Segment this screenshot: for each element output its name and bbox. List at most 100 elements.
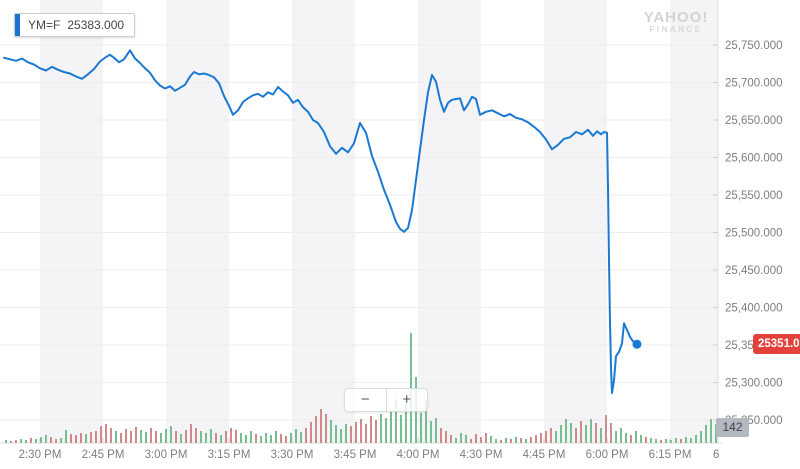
volume-bar [320, 409, 322, 443]
session-band [544, 0, 607, 443]
y-axis-label: 25,650.000 [725, 115, 783, 127]
volume-bar [330, 420, 332, 443]
volume-bar [285, 436, 287, 443]
volume-bar [340, 429, 342, 443]
volume-bar [65, 430, 67, 443]
volume-bar [500, 440, 502, 443]
volume-bar [370, 416, 372, 443]
volume-bar [255, 434, 257, 443]
y-axis-label: 25,700.000 [725, 78, 783, 90]
x-axis-label: 2:30 PM [19, 449, 62, 461]
volume-bar [395, 399, 397, 443]
symbol-label: YM=F [28, 18, 61, 32]
volume-bar [565, 419, 567, 443]
session-band [166, 0, 229, 443]
volume-bar [350, 426, 352, 443]
volume-bar [275, 431, 277, 443]
y-axis-label: 25,550.000 [725, 190, 783, 202]
volume-bar [325, 414, 327, 443]
last-price-badge: 25351.000 [753, 334, 800, 355]
volume-bar [95, 431, 97, 443]
volume-bar [290, 433, 292, 443]
y-axis-label: 25,400.000 [725, 303, 783, 315]
x-axis-label: 3:45 PM [334, 449, 377, 461]
volume-bar [240, 433, 242, 443]
volume-bar [390, 410, 392, 443]
volume-bar [695, 435, 697, 443]
x-axis-label: 6:15 PM [649, 449, 692, 461]
session-band [292, 0, 355, 443]
volume-bar [505, 438, 507, 443]
y-axis-label: 25,450.000 [725, 265, 783, 277]
volume-bar [315, 416, 317, 443]
volume-bar [55, 439, 57, 443]
volume-bar [635, 431, 637, 443]
volume-bar [75, 435, 77, 443]
volume-bar [110, 428, 112, 443]
volume-bar [545, 431, 547, 443]
volume-bar [305, 428, 307, 443]
volume-bar [180, 434, 182, 443]
price-line [3, 49, 638, 394]
volume-bar [400, 415, 402, 443]
volume-bar [135, 427, 137, 443]
volume-bar [265, 433, 267, 443]
volume-bar [245, 435, 247, 443]
volume-bar [405, 401, 407, 443]
volume-bar [45, 435, 47, 443]
volume-bar [50, 437, 52, 443]
volume-bar [515, 437, 517, 443]
volume-bar [235, 430, 237, 443]
volume-bar [700, 431, 702, 443]
volume-bar [535, 435, 537, 443]
volume-bar [645, 437, 647, 443]
zoom-in-button[interactable]: + [387, 389, 428, 411]
volume-bar [610, 423, 612, 443]
series-color-swatch-icon [15, 14, 20, 36]
volume-bar [365, 424, 367, 443]
volume-bar [685, 437, 687, 443]
volume-bar [680, 439, 682, 443]
volume-bar [430, 421, 432, 443]
volume-bar [690, 438, 692, 443]
x-axis-label: 4:00 PM [397, 449, 440, 461]
volume-bar [200, 431, 202, 443]
last-price-dot [632, 339, 642, 349]
volume-bar [460, 433, 462, 443]
volume-bar [595, 423, 597, 443]
volume-bar [185, 430, 187, 443]
volume-bar [20, 439, 22, 443]
volume-bar [705, 425, 707, 443]
volume-bar [145, 432, 147, 443]
watermark-finance-text: FINANCE [649, 25, 703, 34]
volume-bar [450, 435, 452, 443]
volume-bar [250, 431, 252, 443]
x-axis-label: 6 [713, 449, 719, 461]
volume-bar [530, 437, 532, 443]
volume-bar [470, 439, 472, 443]
zoom-out-button[interactable]: − [345, 389, 387, 411]
volume-bar [190, 424, 192, 443]
volume-bar [440, 428, 442, 443]
volume-bar [585, 425, 587, 443]
volume-bar [600, 428, 602, 443]
volume-bar [560, 425, 562, 443]
volume-bar [175, 431, 177, 443]
volume-bar [260, 436, 262, 443]
volume-bar [710, 419, 712, 443]
volume-bar [225, 431, 227, 443]
volume-bar [480, 437, 482, 443]
y-axis-label: 25,300.000 [725, 378, 783, 390]
volume-bar [230, 428, 232, 443]
volume-bar [360, 419, 362, 443]
volume-bar [25, 440, 27, 443]
symbol-legend-badge[interactable]: YM=F 25383.000 [14, 13, 136, 37]
volume-bar [570, 423, 572, 443]
yahoo-finance-watermark: YAHOO! FINANCE [628, 9, 724, 34]
volume-bar [220, 435, 222, 443]
volume-bar [85, 434, 87, 443]
volume-bar [210, 429, 212, 443]
volume-bar [300, 432, 302, 443]
volume-bar [30, 438, 32, 443]
